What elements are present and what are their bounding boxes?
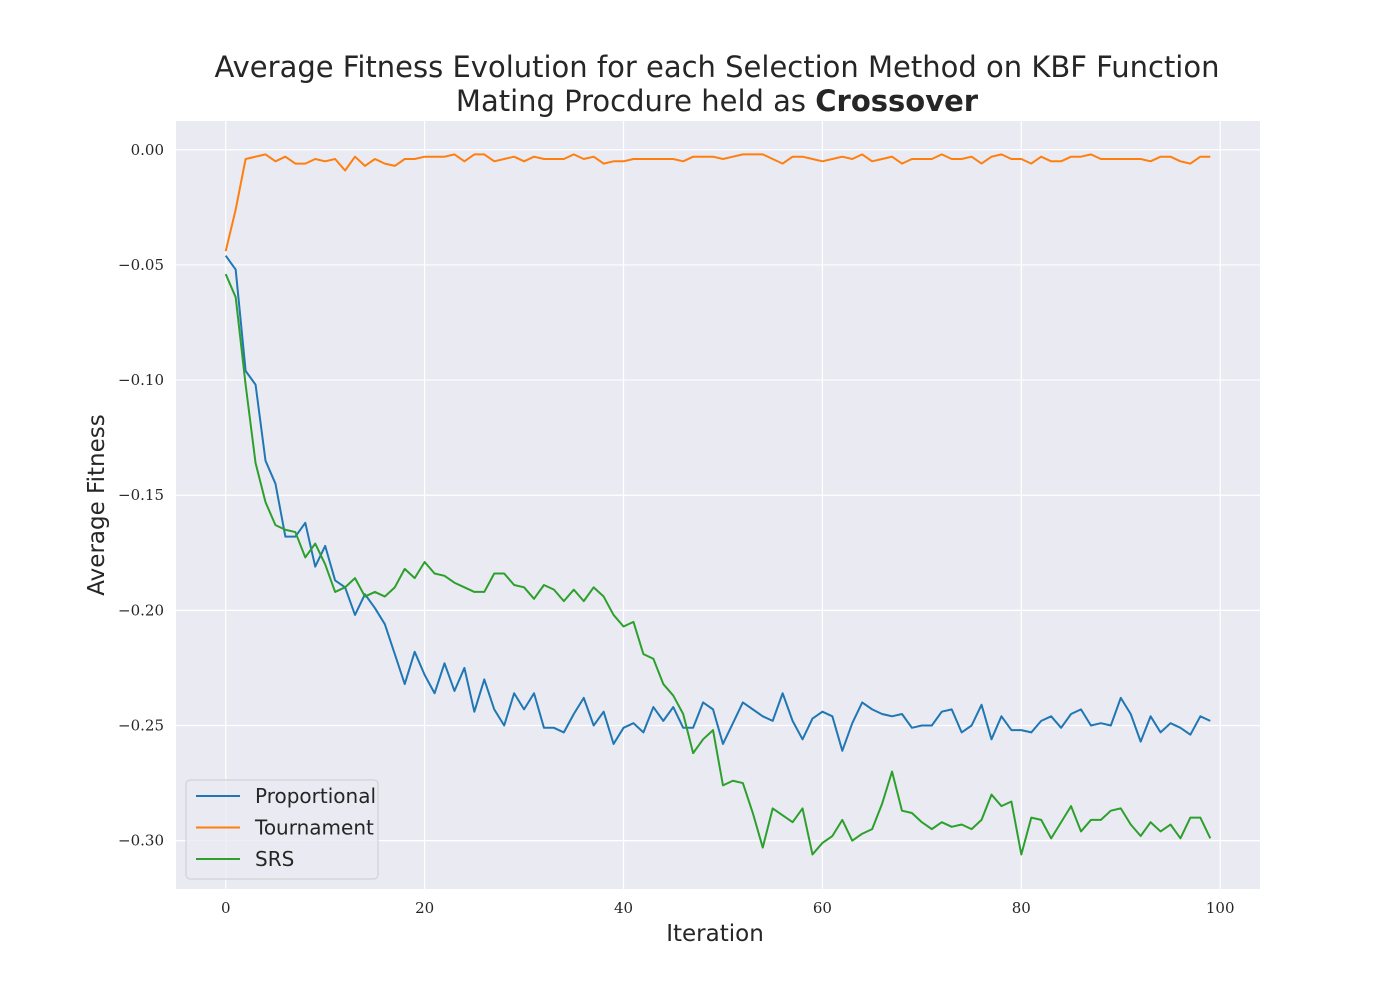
y-axis-label: Average Fitness [84, 414, 110, 595]
y-tick-label: −0.30 [118, 832, 164, 850]
chart-subtitle: Mating Procdure held as Crossover [456, 84, 979, 118]
series-line-tournament [224, 153, 1211, 252]
x-tick-label: 100 [1206, 899, 1235, 917]
plot-area [176, 121, 1260, 889]
series-line-srs [224, 273, 1212, 856]
y-tick-label: −0.20 [118, 601, 164, 619]
legend-label: Proportional [255, 784, 376, 808]
chart-subtitle-prefix: Mating Procdure held as [456, 84, 815, 118]
chart-subtitle-bold: Crossover [815, 84, 979, 118]
y-tick-label: −0.10 [118, 371, 164, 389]
x-tick-labels: 0 20 40 60 80 100 [221, 899, 1235, 917]
y-tick-label: −0.05 [118, 256, 164, 274]
x-tick-label: 60 [813, 899, 832, 917]
legend-label: SRS [255, 847, 294, 871]
legend-label: Tournament [254, 816, 374, 840]
legend-box [185, 779, 379, 880]
x-tick-label: 0 [221, 899, 231, 917]
series-lines [224, 153, 1212, 856]
y-tick-labels: 0.00 −0.05 −0.10 −0.15 −0.20 −0.25 −0.30 [118, 141, 164, 850]
chart-title: Average Fitness Evolution for each Selec… [215, 50, 1220, 84]
x-axis-label: Iteration [666, 921, 764, 947]
y-tick-label: −0.15 [118, 486, 164, 504]
y-tick-label: −0.25 [118, 716, 164, 734]
x-tick-label: 80 [1012, 899, 1031, 917]
x-tick-label: 20 [415, 899, 434, 917]
legend: Proportional Tournament SRS [185, 779, 379, 880]
y-tick-label: 0.00 [131, 141, 164, 159]
x-tick-label: 40 [614, 899, 633, 917]
series-line-proportional [224, 255, 1211, 752]
